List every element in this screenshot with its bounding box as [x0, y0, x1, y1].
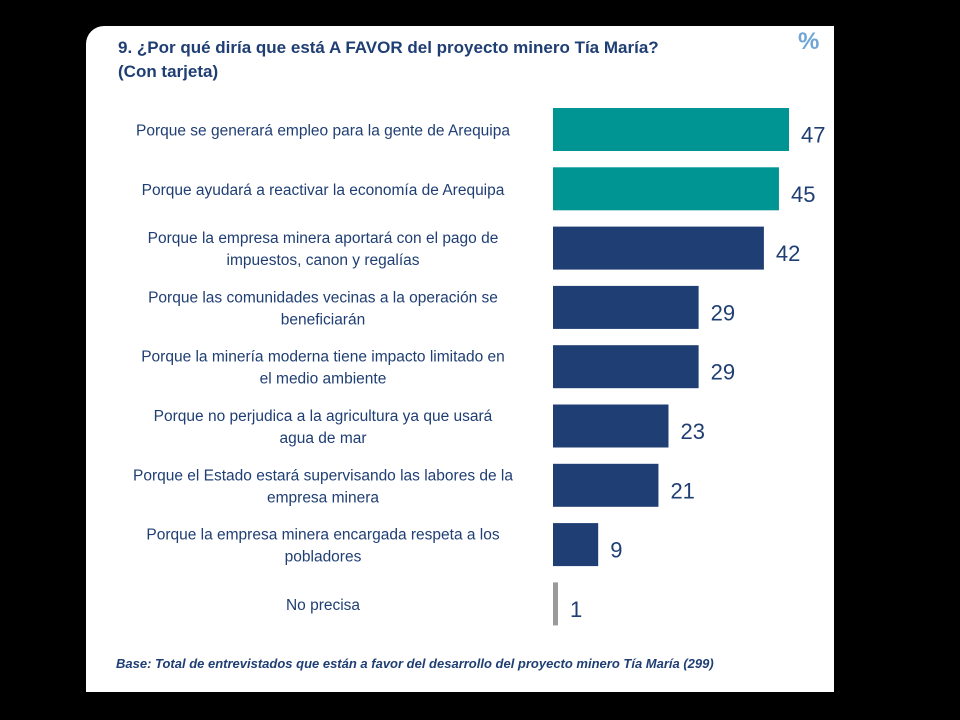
category-label: Porque no perjudica a la agricultura ya … — [154, 408, 493, 447]
footnote-base: Base: Total de entrevistados que están a… — [116, 656, 714, 671]
bar-value-label: 47 — [801, 123, 825, 148]
category-label-line: pobladores — [285, 549, 362, 566]
bar — [553, 463, 659, 507]
category-label-line: Porque las comunidades vecinas a la oper… — [148, 289, 498, 306]
percent-symbol: % — [798, 28, 820, 55]
bar-value-label: 45 — [791, 182, 815, 207]
chart-title-line-1: 9. ¿Por qué diría que está A FAVOR del p… — [118, 38, 659, 57]
bar — [553, 167, 779, 211]
bar-value-label: 23 — [680, 419, 704, 444]
category-label: Porque se generará empleo para la gente … — [136, 123, 510, 140]
bar — [553, 582, 558, 626]
category-label-line: impuestos, canon y regalías — [227, 252, 420, 269]
category-label-line: el medio ambiente — [260, 371, 387, 388]
category-label: Porque las comunidades vecinas a la oper… — [148, 289, 498, 328]
category-label-line: Porque se generará empleo para la gente … — [136, 123, 510, 140]
bar — [553, 226, 764, 270]
chart-title-line-2: (Con tarjeta) — [118, 62, 219, 81]
bar-value-label: 21 — [670, 478, 694, 503]
bar — [553, 523, 599, 567]
chart-card: 9. ¿Por qué diría que está A FAVOR del p… — [86, 26, 834, 692]
category-label-line: Porque no perjudica a la agricultura ya … — [154, 408, 493, 425]
bar-value-label: 29 — [711, 300, 735, 325]
category-label-line: Porque la empresa minera encargada respe… — [146, 527, 500, 544]
category-label: Porque la minería moderna tiene impacto … — [141, 349, 505, 388]
bar — [553, 404, 669, 448]
category-label: Porque la empresa minera aportará con el… — [148, 230, 499, 269]
category-label: Porque el Estado estará supervisando las… — [133, 467, 513, 506]
bar-value-label: 9 — [610, 538, 622, 563]
category-label-line: Porque ayudará a reactivar la economía d… — [142, 182, 505, 199]
chart-title: 9. ¿Por qué diría que está A FAVOR del p… — [118, 36, 758, 84]
category-label-line: empresa minera — [267, 489, 379, 506]
category-label-line: agua de mar — [279, 430, 366, 447]
bar — [553, 108, 789, 151]
category-label-line: Porque el Estado estará supervisando las… — [133, 467, 513, 484]
bar-chart: 47 Porque se generará empleo para la gent… — [133, 108, 825, 626]
bar-value-label: 42 — [776, 241, 800, 266]
category-label-line: Porque la minería moderna tiene impacto … — [141, 349, 505, 366]
category-label: No precisa — [286, 597, 360, 614]
bar — [553, 285, 699, 329]
category-label-line: beneficiarán — [281, 311, 365, 328]
category-label-line: No precisa — [286, 597, 360, 614]
bar-value-label: 1 — [570, 597, 582, 622]
category-label: Porque la empresa minera encargada respe… — [146, 527, 500, 566]
category-label-line: Porque la empresa minera aportará con el… — [148, 230, 499, 247]
bar — [553, 345, 699, 389]
bar-value-label: 29 — [711, 360, 735, 385]
category-label: Porque ayudará a reactivar la economía d… — [142, 182, 505, 199]
